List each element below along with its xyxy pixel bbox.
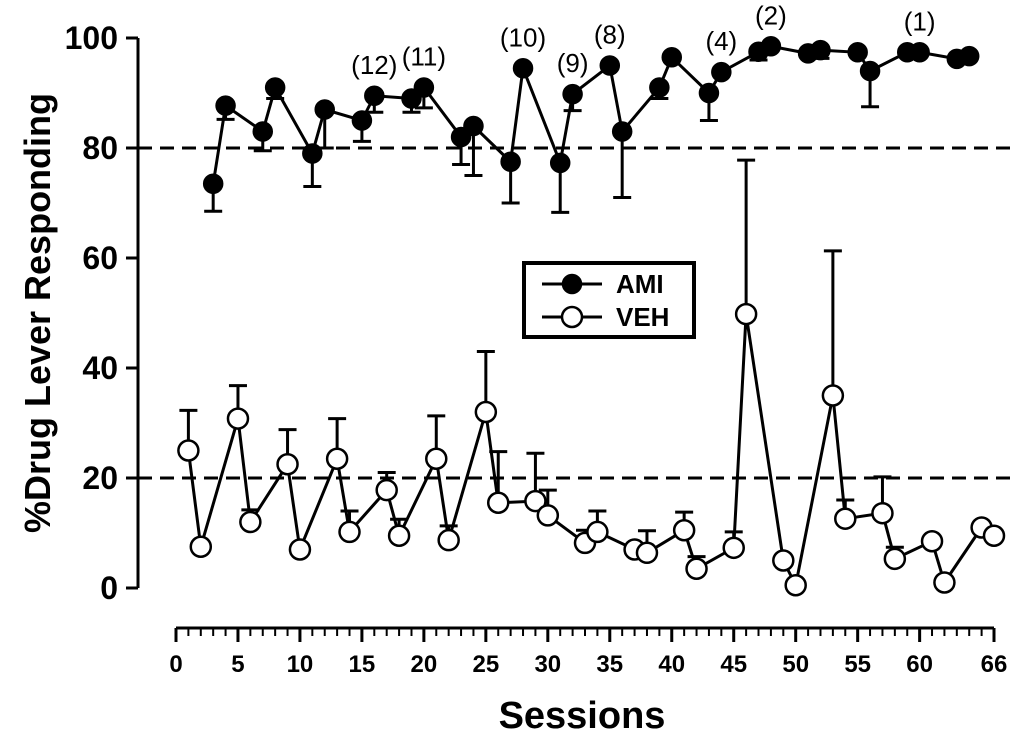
x-tick-label: 20 [411, 651, 438, 678]
veh-point [821, 384, 845, 407]
legend-box [522, 261, 696, 339]
ami-point [215, 95, 236, 116]
ami-point [847, 42, 868, 63]
veh-point [437, 528, 460, 552]
veh-point [784, 574, 807, 597]
ami-point [909, 42, 930, 63]
veh-point [933, 571, 956, 594]
y-tick-label: 0 [100, 570, 118, 606]
x-tick-label: 60 [906, 651, 933, 678]
x-tick-label: 50 [782, 651, 809, 678]
annotations: (12) (11) (10) (9)(8) (4) (2) (1) [351, 0, 935, 80]
point-annotation: (10) [500, 22, 546, 52]
axes: 0 20 40 60 80 100 0 5 10 15 20 25 30 35 40 45 50 55 60 66 [65, 20, 1008, 678]
y-tick-label: 60 [82, 240, 118, 276]
ami-point [711, 61, 732, 83]
point-annotation: (11) [402, 42, 446, 72]
point-annotation: (4) [705, 26, 737, 56]
ami-point [500, 151, 521, 172]
ami-point [958, 45, 980, 67]
veh-point [189, 535, 213, 558]
legend-label: VEH [616, 302, 669, 332]
veh-point [722, 536, 745, 560]
ami-point [252, 121, 274, 142]
x-tick-label: 30 [534, 651, 561, 678]
x-tick-label: 66 [981, 651, 1008, 678]
veh-point [288, 538, 312, 561]
x-tick-label: 35 [596, 651, 623, 678]
veh-point [177, 439, 200, 462]
y-tick-label: 20 [82, 460, 118, 496]
y-axis-title: %Drug Lever Responding [17, 93, 58, 533]
point-annotation: (1) [904, 6, 936, 36]
veh-point [239, 510, 262, 534]
x-tick-label: 10 [287, 651, 314, 678]
ami-point [364, 85, 385, 106]
ami-point [512, 58, 534, 79]
ami-point [314, 99, 335, 120]
veh-point [586, 520, 609, 544]
ami-point [562, 83, 583, 105]
reference-lines [138, 146, 1010, 480]
legend-label: AMI [616, 269, 664, 299]
ami-point [611, 121, 633, 142]
ami-point [202, 173, 224, 194]
veh-point [871, 501, 894, 525]
point-annotation: (9) [557, 48, 589, 78]
x-tick-label: 55 [844, 651, 871, 678]
veh-point [375, 478, 398, 502]
ami-point [859, 60, 881, 82]
veh-point [474, 400, 498, 424]
ami-point [302, 143, 323, 164]
veh-point [672, 519, 696, 542]
ami-point [351, 110, 373, 131]
veh-point [685, 557, 708, 580]
veh-point [982, 524, 1006, 547]
veh-point [338, 520, 361, 544]
ami-point [810, 39, 831, 61]
ami-point [661, 47, 683, 68]
legend-marker [560, 305, 584, 329]
y-tick-label: 40 [82, 350, 118, 386]
point-annotation: (8) [594, 20, 626, 50]
ami-point [264, 77, 286, 98]
veh-point [635, 541, 659, 565]
veh-point [536, 504, 560, 527]
y-tick-label: 100 [65, 20, 118, 56]
point-annotation: (2) [755, 0, 787, 30]
ami-point [549, 152, 571, 174]
veh-point [226, 407, 250, 430]
veh-point [834, 507, 857, 530]
veh-point [276, 453, 299, 476]
ami-point [463, 115, 484, 137]
veh-point [325, 447, 349, 470]
ami-point [599, 55, 621, 76]
ami-point [698, 82, 720, 104]
ami-point [413, 77, 435, 98]
point-annotation: (12) [351, 50, 397, 80]
ami-point [649, 77, 670, 98]
x-tick-label: 25 [472, 651, 499, 678]
veh-point [524, 489, 547, 513]
veh-point [387, 524, 411, 547]
x-tick-label: 45 [720, 651, 747, 678]
veh-point [883, 547, 907, 571]
veh-point [425, 447, 448, 470]
y-tick-label: 80 [82, 130, 118, 166]
x-tick-label: 40 [658, 651, 685, 678]
veh-point [734, 302, 758, 326]
series-layer [177, 36, 1006, 597]
x-axis-title: Sessions [499, 695, 666, 737]
legend-marker [561, 273, 583, 295]
x-tick-label: 15 [349, 651, 376, 678]
x-tick-label: 0 [169, 651, 182, 678]
veh-point [772, 549, 795, 572]
veh-point [920, 530, 944, 553]
x-tick-label: 5 [231, 651, 244, 678]
veh-point [486, 491, 510, 514]
ami-point [760, 36, 782, 57]
